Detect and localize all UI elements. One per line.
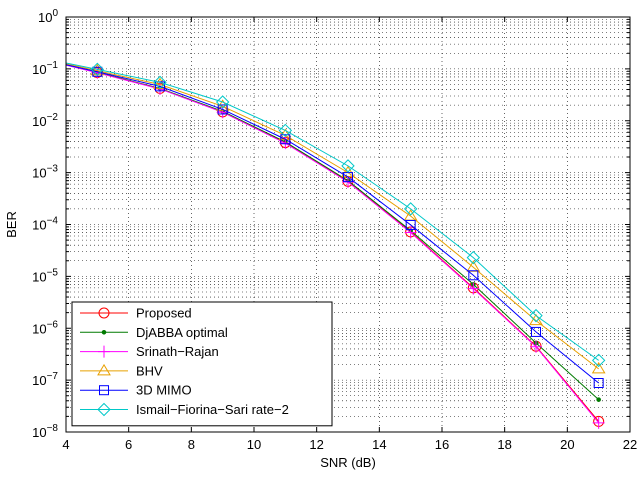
legend-entry: DjABBA optimal — [80, 325, 228, 340]
data-point-marker — [278, 123, 293, 138]
data-point-marker — [92, 66, 103, 77]
y-tick-label: 10−5 — [32, 267, 58, 284]
x-tick-label: 4 — [62, 437, 69, 452]
legend: Proposed DjABBA optimal Srinath−Rajan BHV 3D… — [71, 301, 333, 427]
legend-label: Ismail−Fiorina−Sari rate−2 — [136, 402, 289, 417]
y-tick-label: 10−4 — [32, 216, 58, 233]
data-point-marker — [217, 104, 228, 115]
y-tick-label: 10−3 — [32, 164, 58, 181]
legend-label: Srinath−Rajan — [136, 344, 219, 359]
data-point-marker — [215, 95, 230, 109]
x-tick-label: 18 — [497, 437, 511, 452]
data-point-marker — [403, 202, 418, 216]
legend-label: 3D MIMO — [136, 383, 192, 398]
y-axis-label: BER — [4, 211, 19, 238]
data-point-marker — [90, 62, 105, 77]
legend-entry: Proposed — [80, 306, 192, 321]
data-point-marker — [530, 340, 542, 353]
data-point-marker — [97, 402, 111, 417]
series-layer — [65, 62, 606, 429]
data-point-marker — [101, 330, 107, 335]
x-axis-label: SNR (dB) — [320, 455, 376, 470]
axis-ticks: 4 6 8 10 12 14 16 18 20 22 100 10−1 10−2 10−3 10−4 10−5… — [32, 8, 637, 452]
data-point-marker — [591, 361, 606, 374]
legend-box — [71, 301, 333, 427]
series-5 — [65, 62, 606, 368]
data-point-marker — [98, 307, 110, 319]
data-point-marker — [466, 260, 481, 272]
x-tick-label: 22 — [623, 437, 637, 452]
y-tick-label: 100 — [38, 8, 58, 25]
y-tick-label: 10−1 — [32, 60, 58, 77]
legend-entry: Ismail−Fiorina−Sari rate−2 — [80, 402, 289, 417]
data-point-marker — [529, 313, 543, 326]
data-point-marker — [405, 219, 416, 230]
data-point-marker — [466, 250, 481, 265]
x-tick-label: 14 — [372, 437, 386, 452]
x-tick-label: 6 — [125, 437, 132, 452]
x-tick-label: 16 — [435, 437, 449, 452]
x-tick-label: 10 — [247, 437, 261, 452]
data-point-marker — [468, 270, 479, 281]
data-point-marker — [97, 363, 111, 376]
legend-label: Proposed — [136, 306, 192, 321]
legend-label: DjABBA optimal — [136, 325, 228, 340]
data-point-marker — [153, 75, 167, 90]
data-point-marker — [98, 345, 110, 358]
data-point-marker — [592, 416, 605, 429]
x-tick-label: 12 — [309, 437, 323, 452]
legend-entry: BHV — [80, 363, 163, 378]
data-point-marker — [467, 282, 480, 295]
data-point-marker — [593, 378, 604, 389]
data-point-marker — [591, 353, 606, 368]
data-point-marker — [280, 134, 291, 145]
x-tick-label: 8 — [188, 437, 195, 452]
series-4 — [65, 64, 604, 389]
data-point-marker — [343, 172, 353, 183]
series-line — [65, 63, 599, 370]
legend-entry: 3D MIMO — [80, 383, 192, 398]
data-point-marker — [404, 226, 417, 239]
series-line — [65, 64, 600, 424]
series-line — [65, 64, 599, 384]
data-point-marker — [99, 385, 109, 396]
data-point-marker — [531, 326, 541, 337]
legend-label: BHV — [136, 363, 163, 378]
y-tick-label: 10−2 — [32, 112, 58, 129]
y-tick-label: 10−8 — [32, 423, 58, 440]
y-tick-label: 10−7 — [32, 371, 58, 388]
data-point-marker — [529, 308, 543, 323]
x-tick-label: 20 — [560, 437, 574, 452]
data-point-marker — [341, 159, 355, 173]
series-line — [65, 62, 599, 361]
legend-entry: Srinath−Rajan — [80, 344, 219, 359]
data-point-marker — [596, 397, 601, 402]
y-tick-label: 10−6 — [32, 319, 58, 336]
